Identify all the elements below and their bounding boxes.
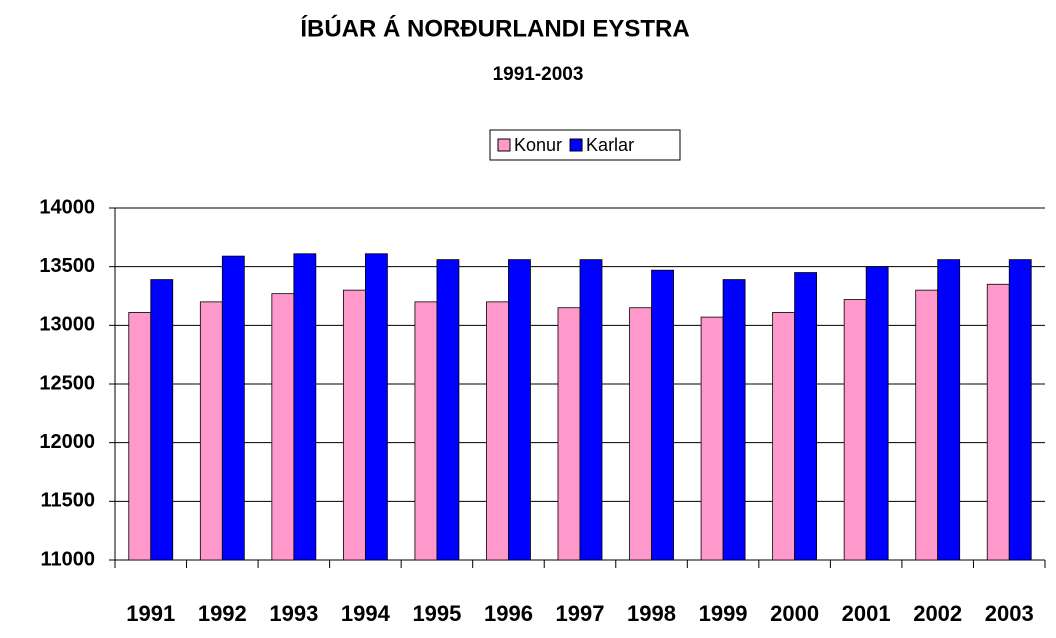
y-tick-label: 14000 — [39, 196, 95, 218]
x-tick-label: 1992 — [198, 601, 247, 626]
bar — [865, 266, 889, 561]
bar — [414, 301, 438, 561]
legend-swatch — [497, 138, 511, 152]
x-tick-label: 1994 — [341, 601, 391, 626]
x-tick-label: 2001 — [842, 601, 891, 626]
bar — [221, 255, 245, 561]
legend-box — [489, 129, 681, 161]
bar — [651, 269, 674, 561]
x-tick-label: 2002 — [913, 601, 962, 626]
bar — [293, 253, 317, 561]
bar — [700, 316, 724, 561]
y-tick-label: 11000 — [40, 548, 95, 570]
bar — [128, 312, 152, 561]
y-tick-label: 13000 — [39, 314, 95, 336]
legend-label: Karlar — [586, 135, 634, 155]
bar — [557, 307, 581, 561]
bar — [722, 279, 746, 561]
bar — [150, 279, 174, 561]
bar — [629, 307, 652, 561]
bar — [986, 283, 1010, 561]
x-tick-label: 1996 — [484, 601, 533, 626]
bar — [915, 289, 939, 561]
x-tick-label: 1997 — [556, 601, 605, 626]
bar — [843, 299, 867, 561]
chart-subtitle: 1991-2003 — [493, 64, 584, 85]
legend-label: Konur — [514, 135, 562, 155]
bar — [271, 293, 295, 561]
bar — [342, 289, 366, 561]
x-tick-label: 1998 — [627, 601, 676, 626]
y-tick-label: 12000 — [39, 431, 95, 453]
x-tick-label: 1999 — [699, 601, 748, 626]
bar — [364, 253, 388, 561]
bar — [794, 272, 818, 561]
bar — [508, 259, 531, 561]
legend-swatch — [569, 138, 583, 152]
bar — [199, 301, 223, 561]
bar — [772, 312, 796, 561]
bar — [486, 301, 509, 561]
bar — [579, 259, 603, 561]
bar — [937, 259, 961, 561]
y-tick-label: 13500 — [39, 255, 95, 277]
y-tick-label: 12500 — [39, 372, 95, 394]
chart-title: ÍBÚAR Á NORÐURLANDI EYSTRA — [300, 14, 689, 42]
x-tick-label: 1993 — [269, 601, 318, 626]
x-tick-label: 2003 — [985, 601, 1034, 626]
x-tick-label: 1995 — [412, 601, 461, 626]
y-tick-label: 11500 — [40, 490, 95, 512]
x-tick-label: 2000 — [770, 601, 819, 626]
x-tick-label: 1991 — [126, 601, 175, 626]
bar — [436, 259, 460, 561]
bar — [1008, 259, 1032, 561]
